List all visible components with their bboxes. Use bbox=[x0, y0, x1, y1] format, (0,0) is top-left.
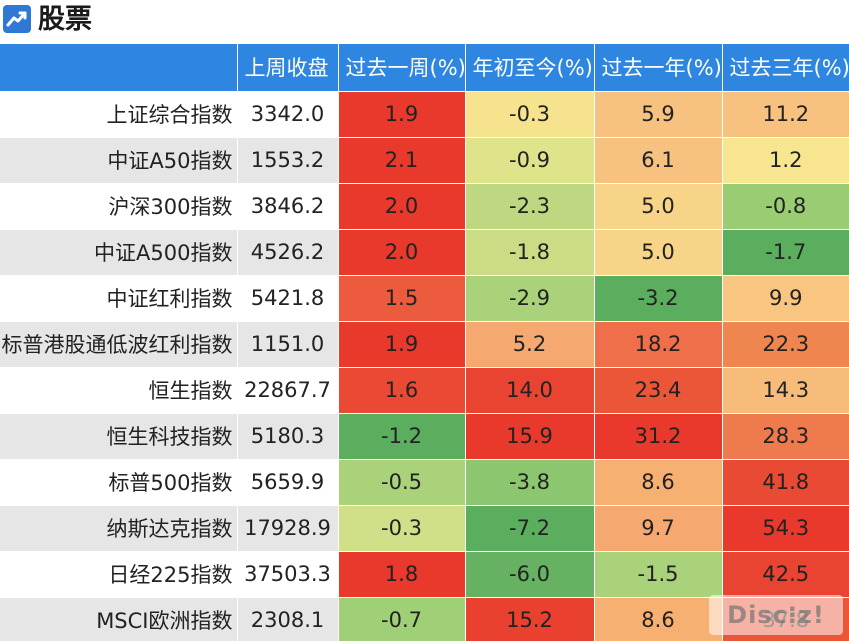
change-1w-cell: 1.8 bbox=[337, 550, 465, 597]
trend-chart-icon bbox=[3, 5, 31, 33]
change-ytd-cell: -2.3 bbox=[464, 182, 594, 229]
close-value-cell: 3342.0 bbox=[236, 90, 338, 137]
change-1w-cell: 1.5 bbox=[337, 274, 465, 321]
change-3y-cell: 1.2 bbox=[721, 136, 849, 183]
change-1w-cell: 1.6 bbox=[337, 366, 465, 413]
change-ytd-cell: -6.0 bbox=[464, 550, 594, 597]
change-1w-cell: 2.1 bbox=[337, 136, 465, 183]
table-row: 上证综合指数 3342.0 1.9 -0.3 5.9 11.2 bbox=[0, 90, 849, 137]
change-ytd-cell: -7.2 bbox=[464, 504, 594, 551]
index-name-cell: 上证综合指数 bbox=[0, 90, 237, 137]
change-3y-cell: 22.3 bbox=[721, 320, 849, 367]
column-header-3y: 过去三年(%) bbox=[721, 44, 849, 91]
change-1y-cell: -1.5 bbox=[593, 550, 722, 597]
change-ytd-cell: -0.9 bbox=[464, 136, 594, 183]
change-ytd-cell: -0.3 bbox=[464, 90, 594, 137]
change-1y-cell: 23.4 bbox=[593, 366, 722, 413]
index-table: 上周收盘 过去一周(%) 年初至今(%) 过去一年(%) 过去三年(%) 上证综… bbox=[0, 44, 849, 641]
change-1w-cell: -0.7 bbox=[337, 596, 465, 641]
change-3y-cell: 9.9 bbox=[721, 274, 849, 321]
change-1y-cell: 5.0 bbox=[593, 228, 722, 275]
change-1w-cell: 1.9 bbox=[337, 90, 465, 137]
change-3y-cell: -0.8 bbox=[721, 182, 849, 229]
change-3y-cell: 11.2 bbox=[721, 90, 849, 137]
index-name-cell: 纳斯达克指数 bbox=[0, 504, 237, 551]
change-3y-cell: 28.3 bbox=[721, 412, 849, 459]
change-1y-cell: 5.9 bbox=[593, 90, 722, 137]
change-ytd-cell: 5.2 bbox=[464, 320, 594, 367]
change-3y-cell: 41.8 bbox=[721, 458, 849, 505]
change-1w-cell: -0.5 bbox=[337, 458, 465, 505]
table-row: 中证A500指数 4526.2 2.0 -1.8 5.0 -1.7 bbox=[0, 228, 849, 275]
change-1y-cell: 31.2 bbox=[593, 412, 722, 459]
change-ytd-cell: 15.2 bbox=[464, 596, 594, 641]
change-1w-cell: 2.0 bbox=[337, 228, 465, 275]
index-name-cell: 恒生科技指数 bbox=[0, 412, 237, 459]
index-name-cell: 中证A50指数 bbox=[0, 136, 237, 183]
change-1w-cell: 2.0 bbox=[337, 182, 465, 229]
change-1y-cell: 6.1 bbox=[593, 136, 722, 183]
close-value-cell: 2308.1 bbox=[236, 596, 338, 641]
index-name-cell: 恒生指数 bbox=[0, 366, 237, 413]
column-header-1w: 过去一周(%) bbox=[337, 44, 465, 91]
change-ytd-cell: -3.8 bbox=[464, 458, 594, 505]
close-value-cell: 1151.0 bbox=[236, 320, 338, 367]
close-value-cell: 5659.9 bbox=[236, 458, 338, 505]
close-value-cell: 37503.3 bbox=[236, 550, 338, 597]
column-header-close: 上周收盘 bbox=[236, 44, 338, 91]
column-header-name bbox=[0, 44, 237, 91]
table-header-row: 上周收盘 过去一周(%) 年初至今(%) 过去一年(%) 过去三年(%) bbox=[0, 44, 849, 91]
change-ytd-cell: 15.9 bbox=[464, 412, 594, 459]
section-title: 股票 bbox=[38, 4, 92, 35]
change-1y-cell: 8.6 bbox=[593, 458, 722, 505]
close-value-cell: 3846.2 bbox=[236, 182, 338, 229]
index-name-cell: 标普500指数 bbox=[0, 458, 237, 505]
change-1w-cell: 1.9 bbox=[337, 320, 465, 367]
table-body: 上证综合指数 3342.0 1.9 -0.3 5.9 11.2 中证A50指数 1553.2 2… bbox=[0, 90, 849, 641]
close-value-cell: 4526.2 bbox=[236, 228, 338, 275]
close-value-cell: 1553.2 bbox=[236, 136, 338, 183]
close-value-cell: 22867.7 bbox=[236, 366, 338, 413]
table-row: 纳斯达克指数 17928.9 -0.3 -7.2 9.7 54.3 bbox=[0, 504, 849, 551]
change-3y-cell: 54.3 bbox=[721, 504, 849, 551]
column-header-ytd: 年初至今(%) bbox=[464, 44, 594, 91]
table-row: 日经225指数 37503.3 1.8 -6.0 -1.5 42.5 bbox=[0, 550, 849, 597]
table-row: 标普500指数 5659.9 -0.5 -3.8 8.6 41.8 bbox=[0, 458, 849, 505]
change-1y-cell: 9.7 bbox=[593, 504, 722, 551]
index-name-cell: 日经225指数 bbox=[0, 550, 237, 597]
table-row: 标普港股通低波红利指数 1151.0 1.9 5.2 18.2 22.3 bbox=[0, 320, 849, 367]
index-name-cell: MSCI欧洲指数 bbox=[0, 596, 237, 641]
table-row: 恒生指数 22867.7 1.6 14.0 23.4 14.3 bbox=[0, 366, 849, 413]
change-3y-cell: 42.5 bbox=[721, 550, 849, 597]
table-row: 恒生科技指数 5180.3 -1.2 15.9 31.2 28.3 bbox=[0, 412, 849, 459]
watermark-logo: Disc⁝z! bbox=[709, 595, 843, 635]
table-row: 中证A50指数 1553.2 2.1 -0.9 6.1 1.2 bbox=[0, 136, 849, 183]
index-name-cell: 中证A500指数 bbox=[0, 228, 237, 275]
index-name-cell: 中证红利指数 bbox=[0, 274, 237, 321]
close-value-cell: 17928.9 bbox=[236, 504, 338, 551]
change-1w-cell: -0.3 bbox=[337, 504, 465, 551]
change-1y-cell: 5.0 bbox=[593, 182, 722, 229]
change-1y-cell: 8.6 bbox=[593, 596, 722, 641]
column-header-1y: 过去一年(%) bbox=[593, 44, 722, 91]
close-value-cell: 5180.3 bbox=[236, 412, 338, 459]
close-value-cell: 5421.8 bbox=[236, 274, 338, 321]
table-row: 中证红利指数 5421.8 1.5 -2.9 -3.2 9.9 bbox=[0, 274, 849, 321]
change-3y-cell: 14.3 bbox=[721, 366, 849, 413]
index-name-cell: 标普港股通低波红利指数 bbox=[0, 320, 237, 367]
section-header: 股票 bbox=[0, 0, 849, 42]
change-3y-cell: -1.7 bbox=[721, 228, 849, 275]
change-1w-cell: -1.2 bbox=[337, 412, 465, 459]
table-row: 沪深300指数 3846.2 2.0 -2.3 5.0 -0.8 bbox=[0, 182, 849, 229]
index-name-cell: 沪深300指数 bbox=[0, 182, 237, 229]
change-ytd-cell: 14.0 bbox=[464, 366, 594, 413]
change-1y-cell: 18.2 bbox=[593, 320, 722, 367]
change-ytd-cell: -1.8 bbox=[464, 228, 594, 275]
change-1y-cell: -3.2 bbox=[593, 274, 722, 321]
change-ytd-cell: -2.9 bbox=[464, 274, 594, 321]
